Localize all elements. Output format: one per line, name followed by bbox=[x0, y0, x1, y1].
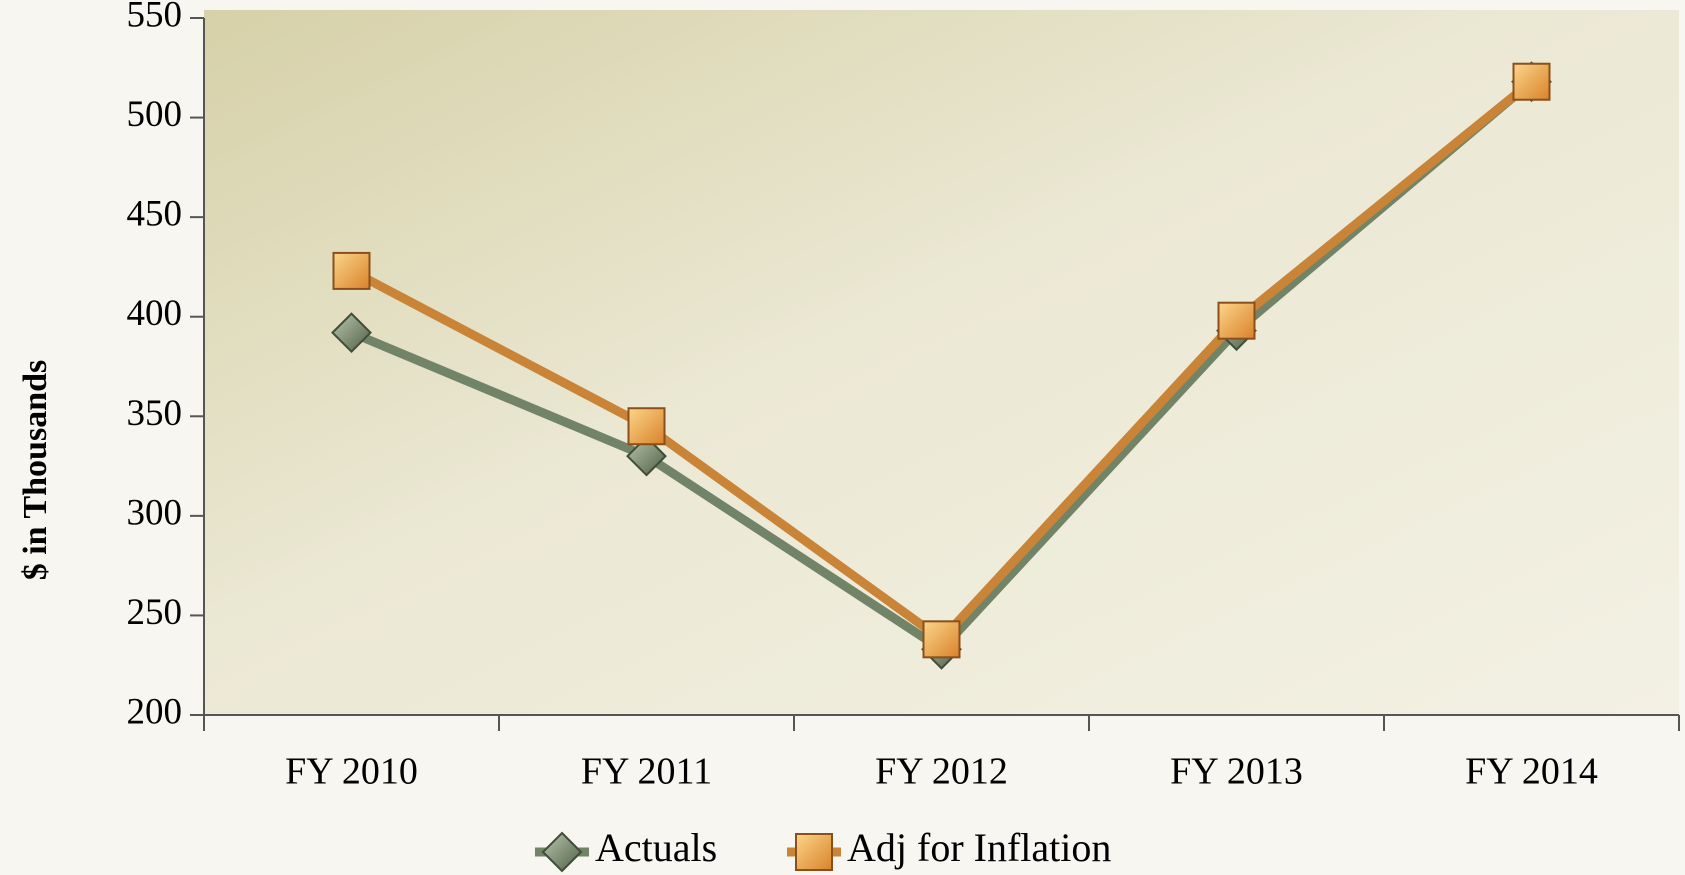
x-tick-label: FY 2011 bbox=[581, 751, 712, 793]
legend-label: Actuals bbox=[595, 825, 717, 870]
y-tick-label: 550 bbox=[127, 0, 183, 35]
y-axis-label: $ in Thousands bbox=[17, 360, 54, 581]
legend-label: Adj for Inflation bbox=[847, 825, 1111, 870]
point bbox=[1512, 62, 1551, 101]
y-tick-label: 350 bbox=[127, 393, 183, 434]
point bbox=[331, 312, 372, 354]
y-tick-label: 200 bbox=[127, 691, 183, 732]
x-tick-label: FY 2012 bbox=[875, 751, 1008, 793]
y-tick-label: 250 bbox=[127, 592, 183, 633]
x-tick-label: FY 2013 bbox=[1170, 751, 1303, 793]
y-tick-label: 300 bbox=[127, 492, 183, 533]
y-tick-label: 400 bbox=[127, 293, 183, 334]
x-tick-label: FY 2014 bbox=[1465, 751, 1598, 793]
y-tick-label: 450 bbox=[127, 194, 183, 235]
x-tick-label: FY 2010 bbox=[285, 751, 418, 793]
point bbox=[332, 251, 371, 290]
point bbox=[627, 407, 666, 446]
plot-background bbox=[204, 10, 1679, 715]
y-tick-label: 500 bbox=[127, 94, 183, 135]
point bbox=[1217, 301, 1256, 340]
point bbox=[626, 435, 667, 477]
legend-marker bbox=[795, 833, 833, 871]
legend-marker bbox=[541, 831, 583, 873]
point bbox=[922, 620, 961, 659]
